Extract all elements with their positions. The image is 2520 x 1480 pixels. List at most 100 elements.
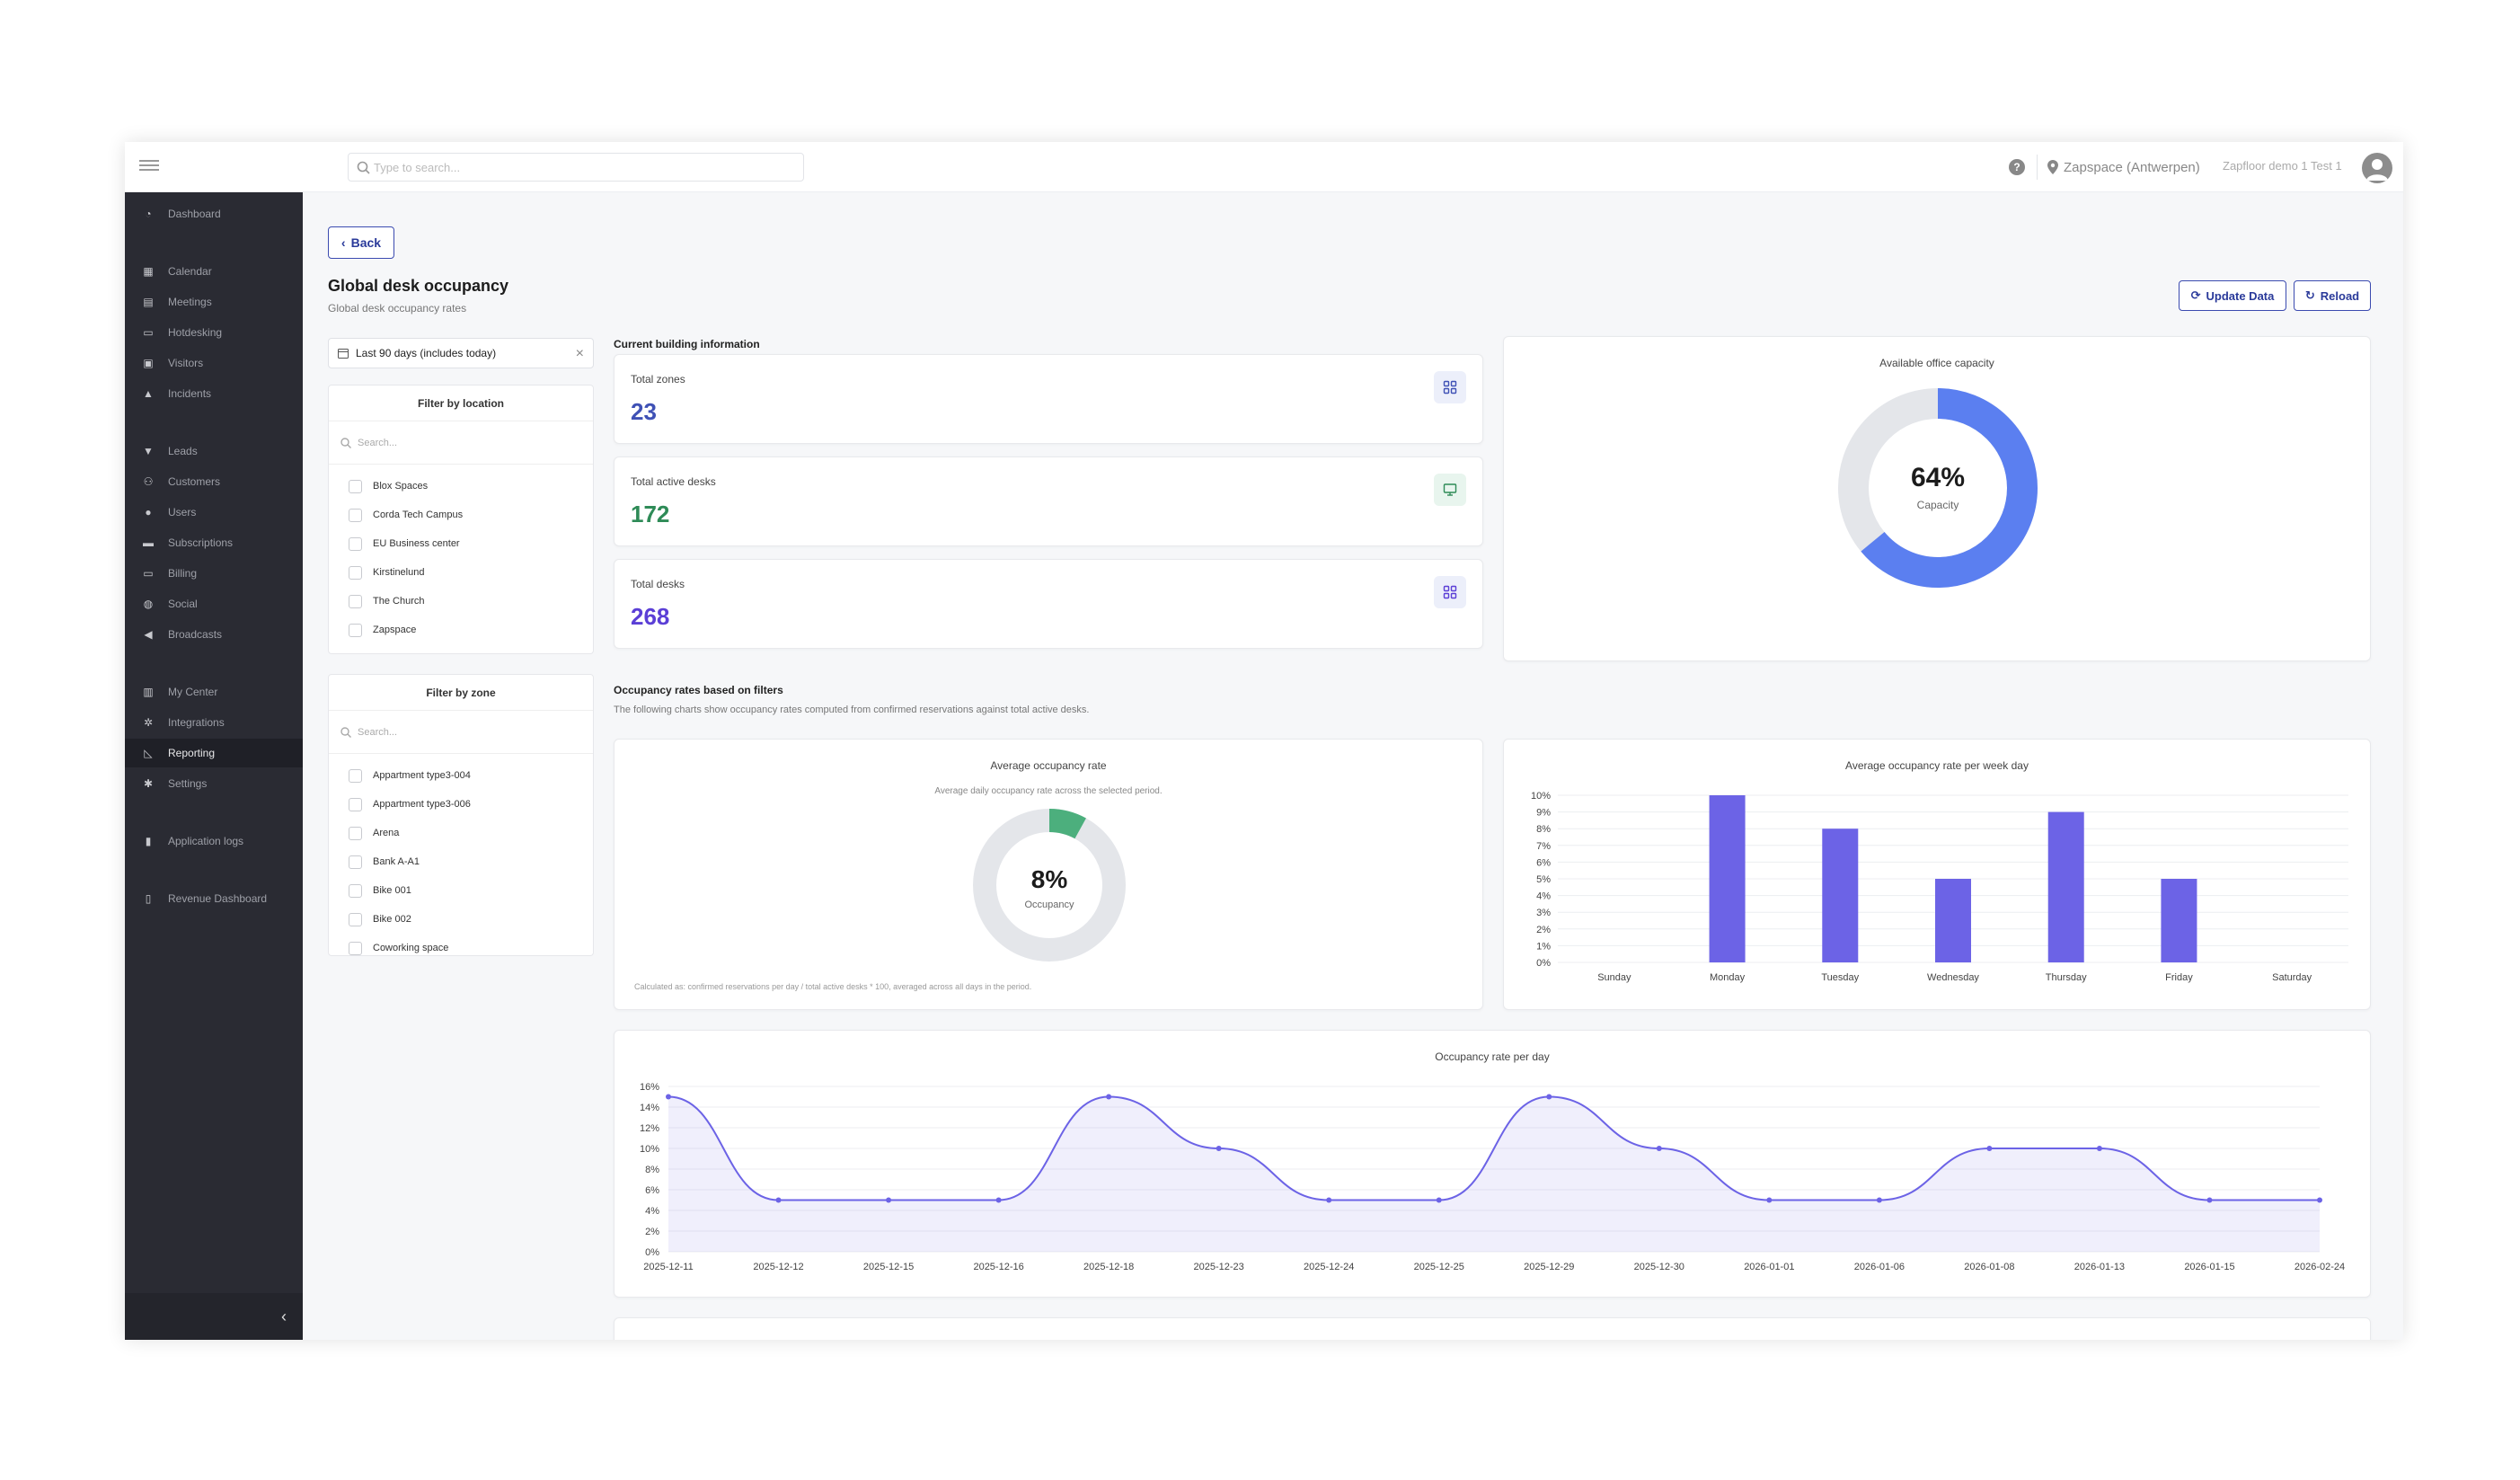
avatar[interactable] (2362, 153, 2392, 183)
filter-zone-option[interactable]: Bike 002 (329, 905, 593, 934)
x-tick-label: 2025-12-18 (1083, 1262, 1134, 1272)
sidebar-item-dashboard[interactable]: ◔ Dashboard (125, 199, 303, 228)
filter-location-title: Filter by location (329, 386, 593, 421)
menu-icon[interactable] (139, 157, 159, 175)
filter-location-option[interactable]: Blox Spaces (329, 472, 593, 501)
option-label: Zapspace (373, 625, 417, 635)
stat-card: Total desks 268 (614, 559, 1483, 649)
x-tick-label: 2026-01-13 (2074, 1262, 2125, 1272)
checkbox[interactable] (349, 883, 362, 898)
sidebar-item-broadcasts[interactable]: ◀ Broadcasts (125, 620, 303, 649)
filter-zone-search[interactable]: Search... (329, 711, 593, 754)
filter-location-option[interactable]: Kirstinelund (329, 558, 593, 587)
sidebar-item-incidents[interactable]: ▲ Incidents (125, 379, 303, 408)
main-content: ‹ Back Global desk occupancy Global desk… (303, 192, 2403, 1340)
reload-button[interactable]: ↻ Reload (2294, 280, 2371, 311)
stat-label: Total zones (631, 373, 685, 386)
sidebar-item-label: Billing (168, 567, 198, 580)
filter-zone-option[interactable]: Bank A-A1 (329, 847, 593, 876)
checkbox[interactable] (349, 826, 362, 840)
sidebar-item-settings[interactable]: ✱ Settings (125, 769, 303, 798)
checkbox[interactable] (349, 797, 362, 811)
sidebar-item-label: Reporting (168, 747, 216, 759)
sidebar-item-visitors[interactable]: ▣ Visitors (125, 349, 303, 377)
back-label: Back (350, 235, 382, 250)
weekday-bar-chart: 0% 1% 2% 3% 4% 5% 6% 7% 8% 9% 10% Sunday Monday Tuesd… (1531, 791, 2348, 983)
monitor-icon (1434, 474, 1466, 506)
sidebar-item-subscriptions[interactable]: ▬ Subscriptions (125, 528, 303, 557)
checkbox[interactable] (349, 536, 362, 551)
filter-zone-option[interactable]: Coworking space (329, 934, 593, 955)
data-point (1876, 1197, 1882, 1203)
user-name[interactable]: Zapfloor demo 1 Test 1 (2223, 159, 2342, 173)
sidebar-item-customers[interactable]: ⚇ Customers (125, 467, 303, 496)
filter-location-option[interactable]: Corda Tech Campus (329, 501, 593, 529)
search-input[interactable] (374, 154, 796, 181)
sidebar-item-label: Dashboard (168, 208, 221, 220)
sidebar-item-label: Meetings (168, 296, 212, 308)
x-tick-label: Monday (1710, 972, 1746, 983)
x-tick-label: 2025-12-12 (753, 1262, 803, 1272)
filter-location-option[interactable]: Zapspace (329, 616, 593, 644)
filter-location-list: Blox Spaces Corda Tech Campus EU Business … (329, 465, 593, 644)
global-search[interactable] (348, 153, 804, 182)
sidebar-item-meetings[interactable]: ▤ Meetings (125, 288, 303, 316)
filter-zone-list: Appartment type3-004 Appartment type3-006… (329, 754, 593, 955)
clear-icon[interactable]: × (575, 346, 584, 361)
checkbox[interactable] (349, 855, 362, 869)
filter-location-option[interactable]: EU Business center (329, 529, 593, 558)
checkbox[interactable] (349, 565, 362, 580)
filter-zone-option[interactable]: Appartment type3-004 (329, 761, 593, 790)
sidebar-item-social[interactable]: ◍ Social (125, 589, 303, 618)
daily-chart-card: Occupancy rate per day 0% 2% 4% 6% 8% 10% 12% 1… (614, 1030, 2371, 1298)
checkbox[interactable] (349, 479, 362, 493)
bar (1709, 795, 1746, 962)
y-tick-label: 9% (1536, 808, 1551, 819)
filter-location-search[interactable]: Search... (329, 421, 593, 465)
sidebar-item-billing[interactable]: ▭ Billing (125, 559, 303, 588)
filter-zone-title: Filter by zone (329, 675, 593, 711)
sidebar-item-label: Settings (168, 777, 208, 790)
file-icon: ▮ (145, 835, 152, 847)
sidebar-item-calendar[interactable]: ▦ Calendar (125, 257, 303, 286)
sidebar: ◔ Dashboard ▦ Calendar ▤ Meetings ▭ Hotdesking ▣… (125, 192, 303, 1340)
average-title: Average occupancy rate (990, 759, 1107, 772)
location-selector[interactable]: Zapspace (Antwerpen) (2047, 157, 2200, 177)
average-donut (973, 809, 1126, 962)
series-line (668, 1095, 2320, 1201)
checkbox[interactable] (349, 768, 362, 783)
sidebar-item-revenue-dashboard[interactable]: ▯ Revenue Dashboard (125, 884, 303, 913)
collapse-sidebar-icon[interactable]: ‹ (281, 1307, 287, 1325)
filter-zone-option[interactable]: Appartment type3-006 (329, 790, 593, 819)
capacity-title: Available office capacity (1879, 357, 1994, 369)
checkbox[interactable] (349, 508, 362, 522)
occupancy-section-sub: The following charts show occupancy rate… (614, 705, 1090, 715)
sidebar-footer: ‹ (125, 1293, 303, 1340)
date-range-filter[interactable]: Last 90 days (includes today) × (328, 338, 594, 368)
x-tick-label: 2026-01-06 (1854, 1262, 1905, 1272)
sidebar-item-my-center[interactable]: ▥ My Center (125, 678, 303, 706)
checkbox[interactable] (349, 623, 362, 637)
sidebar-item-integrations[interactable]: ✲ Integrations (125, 708, 303, 737)
option-label: Corda Tech Campus (373, 510, 464, 520)
sidebar-item-application-logs[interactable]: ▮ Application logs (125, 827, 303, 855)
building-section-title: Current building information (614, 338, 760, 350)
update-data-button[interactable]: ⟳ Update Data (2179, 280, 2286, 311)
sidebar-item-reporting[interactable]: ◺ Reporting (125, 739, 303, 767)
sidebar-item-hotdesking[interactable]: ▭ Hotdesking (125, 318, 303, 347)
filter-zone-option[interactable]: Bike 001 (329, 876, 593, 905)
checkbox[interactable] (349, 941, 362, 955)
filter-location-option[interactable]: The Church (329, 587, 593, 616)
y-tick-label: 8% (1536, 824, 1551, 835)
sidebar-item-users[interactable]: ● Users (125, 498, 303, 527)
checkbox[interactable] (349, 594, 362, 608)
sidebar-item-leads[interactable]: ▼ Leads (125, 437, 303, 465)
back-button[interactable]: ‹ Back (328, 226, 394, 259)
monitor-icon: ▭ (143, 326, 154, 339)
sidebar-item-label: Users (168, 506, 197, 518)
checkbox[interactable] (349, 912, 362, 926)
data-point (2317, 1197, 2322, 1203)
filter-zone-option[interactable]: Arena (329, 819, 593, 847)
help-icon[interactable]: ? (2009, 159, 2025, 175)
filter-location-card: Filter by location Search... Blox Spaces… (328, 385, 594, 654)
